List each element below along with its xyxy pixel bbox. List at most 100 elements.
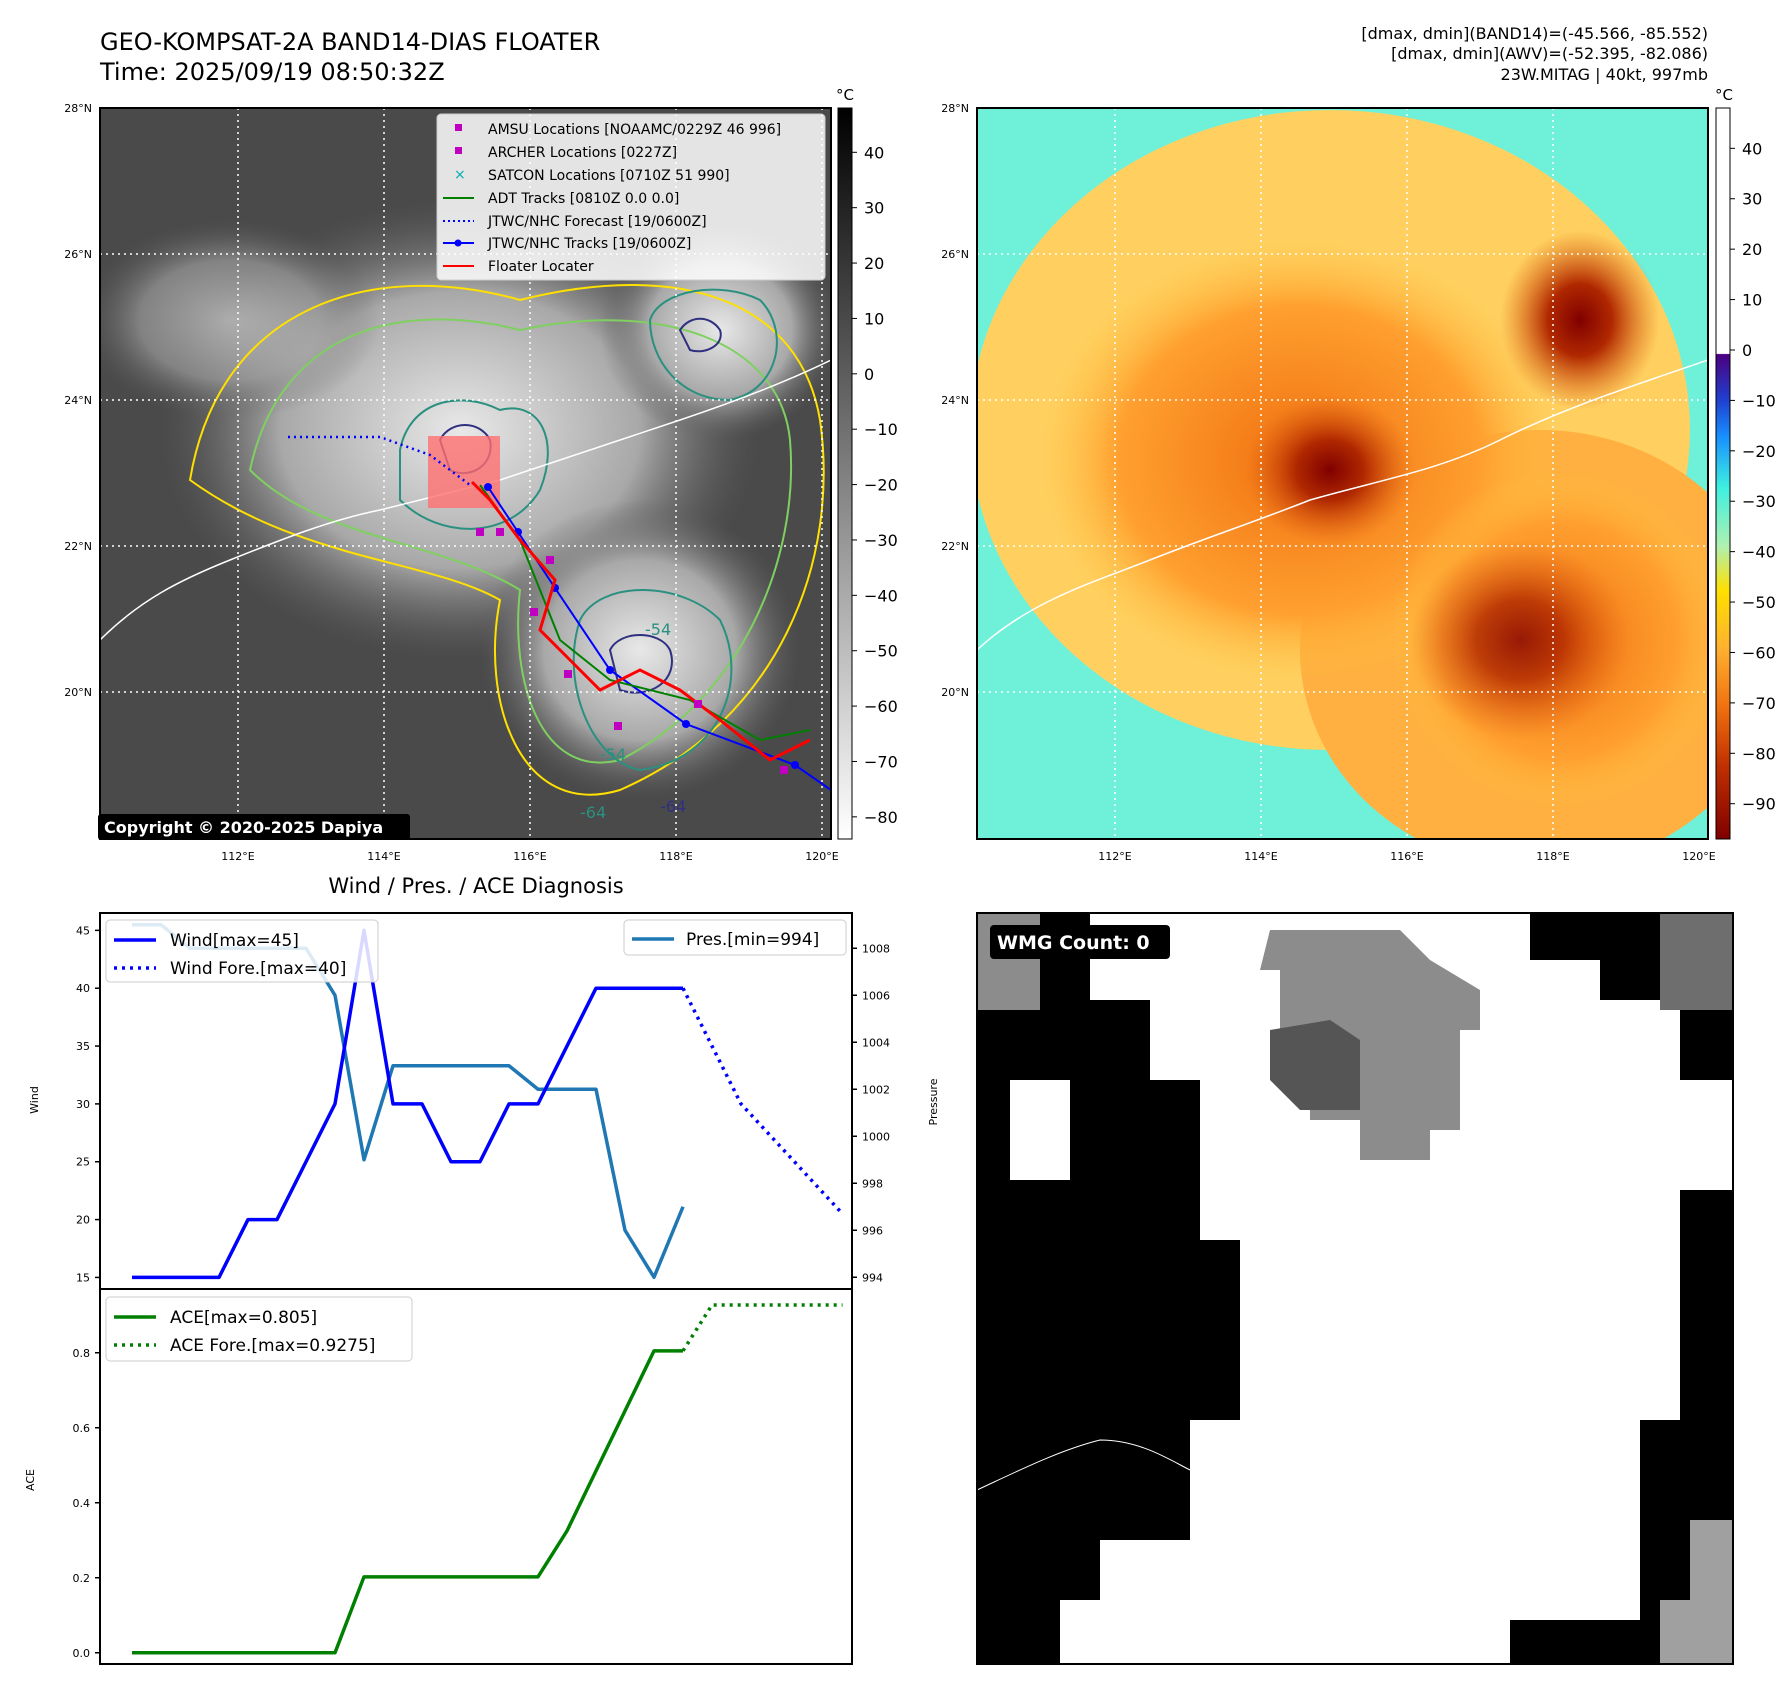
ytick-label: 998 (862, 1177, 883, 1190)
wmg-gray-se (1660, 1520, 1733, 1664)
ytick-label: 30 (76, 1098, 90, 1111)
awv-lon-labels: 112°E 114°E 116°E 118°E 120°E (1098, 850, 1715, 863)
colorbar-tick-label: −30 (864, 531, 898, 550)
awv-lon-label: 114°E (1244, 850, 1277, 863)
info-band14-range: [dmax, dmin](BAND14)=(-45.566, -85.552) (1361, 24, 1708, 43)
wmg-gray-ne (1660, 913, 1733, 1010)
colorbar-tick-label: −40 (1742, 543, 1776, 562)
ytick-label: 40 (76, 982, 90, 995)
colorbar-tick-label: −40 (864, 586, 898, 605)
contour-navy-ne (678, 317, 722, 353)
wmg-white-patch (1010, 1080, 1070, 1180)
ir-colorbar-ticks: 40 30 20 10 0 −10 −20 −30 −40 −50 −60 −70 −80 (852, 143, 898, 827)
colorbar-tick-label: −20 (1742, 442, 1776, 461)
ytick-label: 1004 (862, 1036, 890, 1049)
ir-colorbar (837, 107, 853, 840)
legend-archer: ARCHER Locations [0227Z] (488, 145, 677, 161)
contour-teal-core (399, 399, 549, 530)
colorbar-tick-label: −50 (1742, 593, 1776, 612)
colorbar-tick-label: −10 (864, 420, 898, 439)
ytick-label: 0.6 (73, 1422, 91, 1435)
wind-legend-box (105, 919, 379, 983)
awv-colorbar (1715, 107, 1731, 840)
wmg-coastline (977, 1439, 1191, 1491)
ytick-label: 20 (76, 1214, 90, 1227)
legend-adt: ADT Tracks [0810Z 0.0 0.0] (488, 191, 679, 207)
awv-lat-label: 24°N (941, 394, 969, 407)
ir-lon-label: 114°E (367, 850, 400, 863)
ace-legend: ACE[max=0.805] ACE Fore.[max=0.9275] (105, 1296, 413, 1362)
ace-axis-label: ACE (24, 1469, 37, 1491)
colorbar-tick-label: −70 (1742, 694, 1776, 713)
colorbar-tick-label: −80 (1742, 744, 1776, 763)
contour-label-4: -54 (600, 745, 626, 764)
diag-title: Wind / Pres. / ACE Diagnosis (328, 874, 623, 898)
ir-lat-label: 22°N (64, 540, 92, 553)
copyright-text: Copyright © 2020-2025 Dapiya (104, 818, 383, 837)
awv-lon-label: 116°E (1390, 850, 1423, 863)
wmg-count-box (990, 925, 1170, 959)
ir-lon-label: 116°E (513, 850, 546, 863)
pressure-axis-label: Pressure (927, 1078, 940, 1125)
colorbar-tick-label: −20 (864, 476, 898, 495)
legend-forecast: JTWC/NHC Forecast [19/0600Z] (487, 214, 707, 230)
colorbar-tick-label: 30 (1742, 190, 1762, 209)
wind-legend-label: Wind[max=45] (170, 931, 299, 951)
ace-chart: ACE 0.8 0.6 0.4 0.2 0.0 ACE[max=0.805] ACE F… (24, 1288, 853, 1665)
ir-legend: AMSU Locations [NOAAMC/0229Z 46 996] ARC… (436, 113, 826, 281)
legend-amsu-marker (455, 124, 462, 131)
contour-yellow (188, 284, 825, 796)
copyright-box (98, 814, 410, 840)
ir-lat-labels: 28°N 26°N 24°N 22°N 20°N (64, 102, 92, 699)
wmg-panel: WMG Count: 0 (976, 912, 1734, 1665)
contour-label-2: -64 (580, 803, 606, 822)
pres-legend-box (623, 919, 847, 956)
contour-green (248, 318, 792, 764)
ace-forecast-line (681, 1303, 843, 1352)
contour-teal-ne (648, 288, 778, 402)
wmg-dark-gray-cloud (1270, 1020, 1360, 1110)
ir-lat-label: 26°N (64, 248, 92, 261)
colorbar-tick-label: −90 (1742, 795, 1776, 814)
ir-lon-label: 112°E (221, 850, 254, 863)
ir-lon-label: 118°E (659, 850, 692, 863)
ir-cloud-w (100, 220, 380, 420)
colorbar-tick-label: 10 (864, 309, 884, 328)
ir-lat-label: 28°N (64, 102, 92, 115)
info-awv-range: [dmax, dmin](AWV)=(-52.395, -82.086) (1391, 44, 1708, 63)
legend-box (436, 113, 826, 281)
ir-lon-labels: 112°E 114°E 116°E 118°E 120°E (221, 850, 838, 863)
ace-legend-label: ACE[max=0.805] (170, 1308, 317, 1328)
ir-lat-label: 24°N (64, 394, 92, 407)
wind-forecast-line (681, 987, 844, 1215)
ytick-label: 0.8 (73, 1347, 91, 1360)
awv-lat-labels: 28°N 26°N 24°N 22°N 20°N (941, 102, 969, 699)
colorbar-tick-label: −70 (864, 752, 898, 771)
awv-colorbar-unit: °C (1715, 86, 1733, 104)
wmg-black-s (1510, 1620, 1640, 1664)
legend-tracks-dot (454, 239, 462, 247)
colorbar-tick-label: 10 (1742, 291, 1762, 310)
awv-hot-ne (1500, 230, 1660, 410)
ir-frame (99, 107, 832, 840)
ytick-label: 35 (76, 1040, 90, 1053)
ytick-label: 1008 (862, 942, 890, 955)
figure-title: GEO-KOMPSAT-2A BAND14-DIAS FLOATER (100, 28, 600, 56)
awv-frame (976, 107, 1709, 840)
wmg-count: WMG Count: 0 (997, 932, 1150, 954)
ir-satellite-panel: -54 -64 -64 -54 AMSU Locations [NOAAMC/0… (64, 86, 898, 863)
ace-yticks: 0.8 0.6 0.4 0.2 0.0 (73, 1347, 100, 1660)
awv-lat-label: 28°N (941, 102, 969, 115)
contour-navy-se (608, 634, 673, 694)
colorbar-tick-label: 0 (1742, 341, 1752, 360)
ir-colorbar-unit: °C (836, 86, 854, 104)
legend-archer-marker (455, 147, 462, 154)
awv-hot-core (1245, 395, 1415, 545)
colorbar-tick-label: 20 (1742, 240, 1762, 259)
awv-colorbar-ticks: 40 30 20 10 0 −10 −20 −30 −40 −50 −60 −70 −80 −90 (1730, 139, 1776, 814)
awv-panel: 28°N 26°N 24°N 22°N 20°N 112°E 114°E 116… (941, 86, 1776, 863)
awv-lon-label: 120°E (1682, 850, 1715, 863)
ytick-label: 1002 (862, 1083, 890, 1096)
